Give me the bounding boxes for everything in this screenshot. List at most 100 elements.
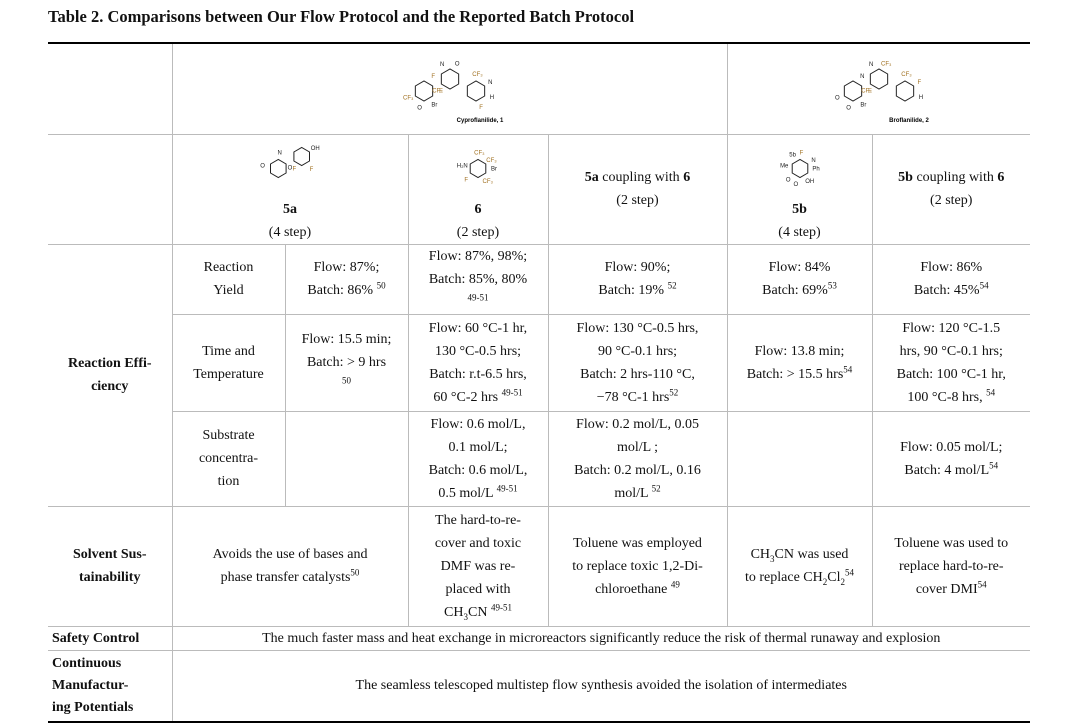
cell: Flow: 86% Batch: 45%54 [871,243,1030,315]
cell: Reaction Effi-ciency [48,243,173,507]
text-line: tainability [50,566,170,589]
cell: Substrate concentra-tion [172,410,286,507]
text-line: Time and [175,340,283,363]
atom-label: N [278,150,282,156]
compound-label: 5a [283,201,297,217]
cell: Ph O F OH Me N O 5b 5b (4 step) [726,133,873,245]
compound-label: 5b [792,201,807,217]
cell: Flow: 87%, 98%; Batch: 85%, 80% 49-51 [407,243,549,315]
text: Yield [213,283,244,298]
ring [270,158,287,178]
subscript: 3 [463,611,469,622]
text-line: Batch: 0.6 mol/L, [411,459,546,482]
compound-name: Broflanilide, 2 [889,118,929,124]
ring [469,158,487,178]
text: ing Potentials [52,699,134,715]
text-line: CH3CN 49-51 [411,601,546,624]
text-line: Flow: 87%, 98%; [411,245,546,268]
cell: Flow: 0.6 mol/L, 0.1 mol/L; Batch: 0.6 mol… [407,410,549,507]
text: phase transfer catalysts [220,570,351,585]
comparison-table: F CF₃ CF₃ Br F N O N H CF₃ O F Cyproflanilide, 1 F CF… [48,42,1030,723]
atom-label: F [292,166,296,172]
atom-label: N [869,62,873,68]
atom-label: CF₃ [861,88,872,94]
text: Substrate [202,428,255,443]
atom-label: 5b [789,152,796,158]
text: replace hard-to-re- [898,558,1004,574]
text-line: concentra- [175,447,283,470]
text: coupling with [598,170,684,185]
reference: 49-51 [490,601,512,612]
text-line: Flow: 0.2 mol/L, 0.05 [551,413,725,436]
cell: The hard-to-re-cover and toxic DMF was re… [407,505,549,627]
ring [466,80,485,102]
cell: Br F CF₃ CF₃ H₂N CF₃ 6 (2 step) [407,133,549,245]
text: 0.1 mol/L; [448,439,508,455]
atom-label: CF₃ [432,88,443,94]
text: (2 step) [930,193,973,208]
cell: Avoids the use of bases and phase transfe… [171,505,409,627]
atom-label: CF₃ [474,150,485,156]
text: Flow: 0.2 mol/L, 0.05 [576,416,699,432]
atom-label: Me [780,163,789,169]
text: placed with [445,581,511,597]
atom-label: N [811,157,815,163]
cell: Flow: 15.5 min; Batch: > 9 hrs 50 [284,313,409,412]
reference: 52 [667,280,677,291]
atom-label: N [488,80,492,86]
cell: Continuous Manufactur-ing Potentials [48,649,173,723]
text-line: Flow: 0.6 mol/L, [411,413,546,436]
ring [843,80,862,102]
atom-label: O [846,105,851,111]
reference: 54 [986,386,996,397]
text: Toluene was used to [894,535,1009,551]
text: 0.5 mol/L [438,485,497,501]
text-line: Flow: 0.05 mol/L; [875,436,1029,459]
text: Batch: 69% [762,283,828,298]
text-line: Substrate [175,424,283,447]
cell: Flow: 0.2 mol/L, 0.05 mol/L ; Batch: 0.2 m… [547,410,728,507]
text-line: Batch: 85%, 80% [411,268,546,291]
text-line: Flow: 130 °C-0.5 hrs, [551,317,725,340]
text-line: 5a [175,198,406,221]
text-line: phase transfer catalysts50 [175,566,406,589]
structure: Ph O F OH Me N O 5b [780,150,820,187]
text-line: Solvent Sus- [50,543,170,566]
text: Batch: 4 mol/L [904,462,990,478]
text: 60 °C-2 hrs [433,389,502,405]
atom-label: OH [805,179,814,185]
atom-label: N [439,62,443,68]
cell: Safety Control [48,625,173,651]
text-line: Flow: 84% [730,256,870,279]
reference: 49-51 [496,482,518,493]
text: Manufactur- [52,677,129,693]
cell [284,410,409,507]
cell: 5b coupling with 6 (2 step) [871,133,1030,245]
compound-label: 6 [474,201,482,217]
text-line: Manufactur- [52,675,170,697]
text-line: Batch: 4 mol/L54 [875,459,1029,482]
text: Flow: 87%, 98%; [428,248,528,264]
cell: The seamless telescoped multistep flow s… [171,649,1030,723]
reference: 53 [827,280,837,291]
text-line: The hard-to-re- [411,509,546,532]
atom-label: Br [491,166,497,172]
reference: 49-51 [467,291,489,302]
ring [869,68,888,90]
text-line: Batch: 86% 50 [288,279,406,302]
reference: 49 [670,578,680,589]
compound-label: 5b [898,170,913,185]
text-line: Reaction Effi- [50,352,170,375]
text: mol/L [614,485,652,501]
text-line: 5a coupling with 6 [551,166,725,189]
cell: F CF₃ CF₃ Br N F O N H O CF₃ Broflanilide, 2 [726,42,1030,135]
ring [791,158,808,178]
atom-label: CF₃ [403,95,414,101]
reference: 52 [669,386,679,397]
text: coupling with [912,170,998,185]
atom-label: F [439,89,443,95]
atom-label: Br [431,102,437,108]
